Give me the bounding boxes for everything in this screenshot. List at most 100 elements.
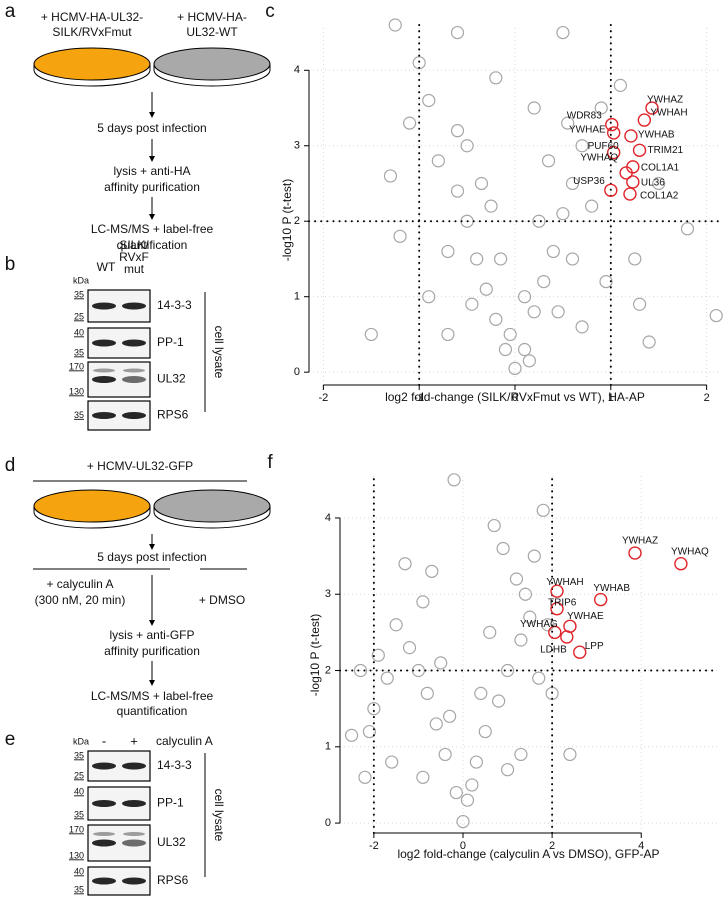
arrow-head <box>149 544 155 550</box>
hit-point <box>626 160 640 174</box>
x-tick-label: 0 <box>512 392 518 404</box>
protein-point <box>575 320 589 334</box>
band <box>92 339 116 347</box>
protein-point <box>537 275 551 289</box>
control: + DMSO <box>199 593 245 607</box>
y-tick-label: 1 <box>294 291 300 303</box>
kda-marker: 170 <box>69 361 84 371</box>
hit-point <box>550 602 564 616</box>
hit-point <box>632 143 647 157</box>
y-tick-label: 2 <box>294 215 300 227</box>
band <box>122 412 146 419</box>
y-tick-label: 4 <box>325 512 331 524</box>
protein-point <box>575 139 589 153</box>
step: LC-MS/MS + label-free <box>91 689 214 703</box>
protein-point <box>599 275 613 289</box>
kda-marker: 40 <box>74 327 84 337</box>
protein-point <box>403 116 417 130</box>
kda-marker: 35 <box>74 410 84 420</box>
hit-label: YWHAZ <box>622 536 658 547</box>
protein-point <box>456 814 470 829</box>
hit-label: USP36 <box>573 176 605 187</box>
x-tick-label: 0 <box>460 840 466 852</box>
protein-point <box>556 25 570 40</box>
condition: SILK/RVxFmut <box>52 25 132 39</box>
x-tick-label: -2 <box>369 840 379 852</box>
x-tick-label: 1 <box>608 392 614 404</box>
protein-point <box>561 116 575 130</box>
hit-point <box>604 183 618 197</box>
protein-point <box>498 342 513 357</box>
protein-point <box>483 625 497 639</box>
lane-label: + <box>130 733 138 748</box>
step: 5 days post infection <box>97 550 206 564</box>
protein-point <box>500 763 515 777</box>
band <box>122 839 146 847</box>
protein-point <box>362 724 377 739</box>
band <box>123 832 145 836</box>
protein-point <box>474 176 489 191</box>
band <box>122 302 146 310</box>
blot-label: UL32 <box>157 372 186 386</box>
protein-point <box>628 252 642 266</box>
kda-unit: kDa <box>73 736 89 746</box>
step: affinity purification <box>104 180 200 194</box>
hit-label: PUF60 <box>588 141 620 152</box>
blot-label: PP-1 <box>157 335 184 349</box>
band <box>122 762 146 770</box>
protein-point <box>358 770 372 784</box>
protein-point <box>470 252 484 266</box>
band <box>122 800 146 807</box>
protein-point <box>478 724 492 739</box>
band <box>122 877 146 885</box>
protein-point <box>585 199 599 213</box>
step: quantification <box>117 238 188 252</box>
y-tick-label: 0 <box>294 366 300 378</box>
protein-point <box>536 503 550 517</box>
x-tick-label: -1 <box>414 392 424 404</box>
protein-point <box>680 222 695 236</box>
hit-label: YWHAB <box>638 130 675 141</box>
hit-point <box>674 557 688 571</box>
hit-label: YWHAQ <box>671 546 709 557</box>
protein-point <box>594 101 608 115</box>
protein-point <box>450 25 465 40</box>
hit-point <box>623 187 637 201</box>
protein-point <box>565 176 580 191</box>
protein-point <box>496 541 510 556</box>
protein-point <box>469 755 483 769</box>
hit-label: YWHAE <box>569 125 606 136</box>
blot-label: PP-1 <box>157 796 184 810</box>
treatment: + calyculin A <box>46 577 113 591</box>
band <box>92 877 116 885</box>
treatment: (300 nM, 20 min) <box>35 593 126 607</box>
protein-point <box>517 342 532 357</box>
kda-unit: kDa <box>73 275 89 285</box>
kda-marker: 40 <box>74 786 84 796</box>
protein-point <box>517 290 532 304</box>
protein-point <box>425 564 439 578</box>
hit-point <box>550 584 564 598</box>
band <box>92 412 116 419</box>
y-tick-label: 4 <box>294 64 300 76</box>
protein-point <box>489 312 503 326</box>
arrow-head <box>149 156 155 162</box>
protein-point <box>449 785 463 800</box>
band <box>92 762 116 770</box>
protein-point <box>514 633 528 647</box>
y-tick-label: 3 <box>294 140 300 152</box>
protein-point <box>380 671 394 685</box>
protein-point <box>522 354 536 368</box>
panel-letter: a <box>5 1 16 22</box>
hit-point <box>605 117 619 132</box>
hit-label: TRIM21 <box>648 145 684 156</box>
protein-point <box>546 244 560 259</box>
y-tick-label: 0 <box>325 817 331 829</box>
blot-label: RPS6 <box>157 873 189 887</box>
step: quantification <box>117 704 188 718</box>
protein-point <box>541 154 556 168</box>
protein-point <box>447 473 461 487</box>
protein-point <box>438 747 452 762</box>
protein-point <box>479 282 493 296</box>
step: affinity purification <box>104 644 200 658</box>
